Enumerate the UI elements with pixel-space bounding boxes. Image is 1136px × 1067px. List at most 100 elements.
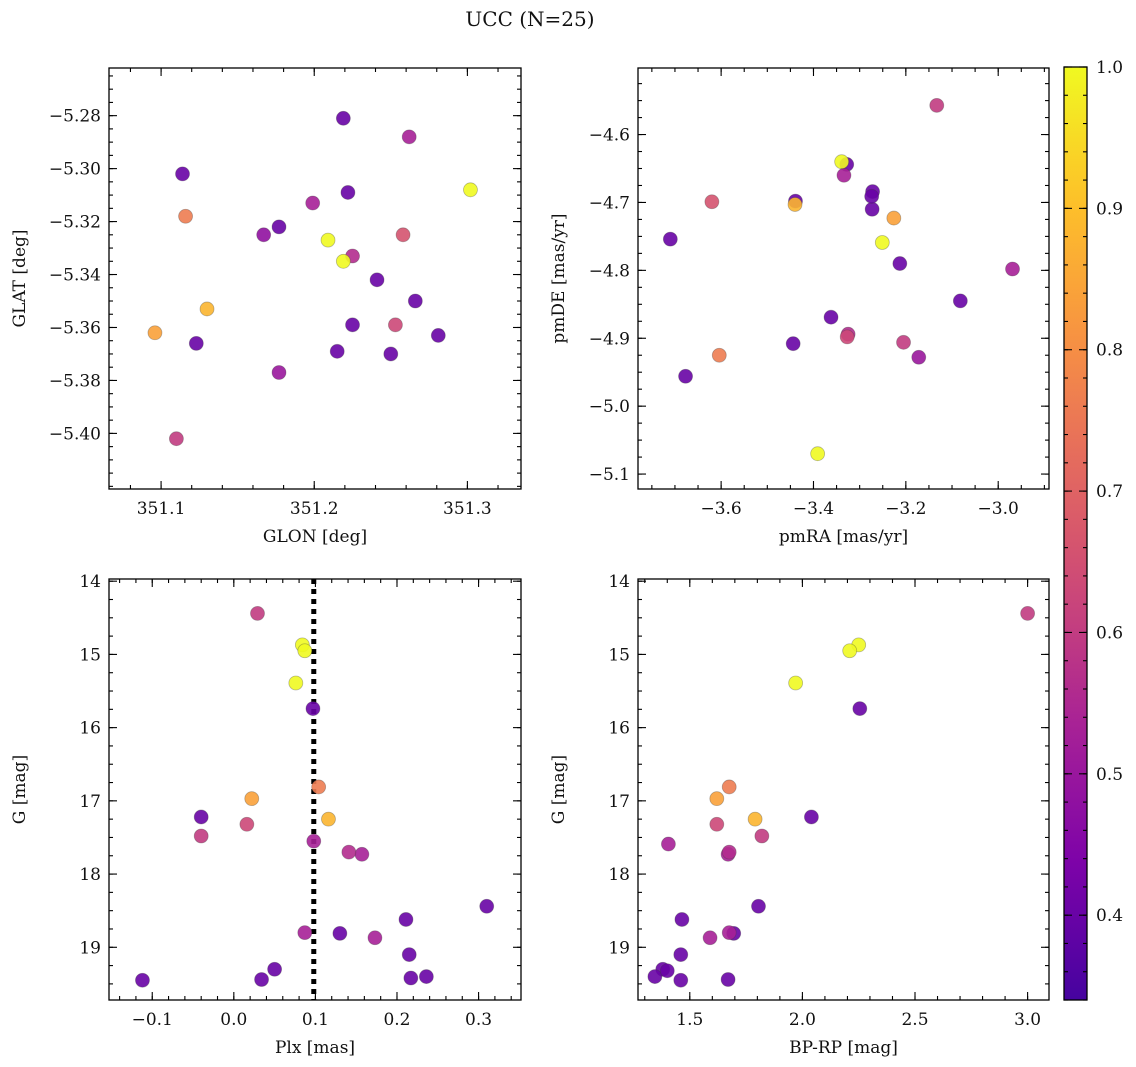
data-point (271, 365, 287, 380)
x-tick-label: −3.4 (793, 499, 834, 519)
y-tick-label: −5.0 (589, 397, 630, 417)
data-point (341, 844, 357, 860)
data-point (254, 972, 269, 987)
x-tick-label: 351.1 (137, 499, 186, 519)
data-point (754, 828, 770, 844)
y-axis-label: G [mag] (10, 755, 30, 824)
panel-plx-g: −0.1 0.0 0.1 0.2 0.3 14 15 16 17 18 19 Plx [mas] G [… (10, 572, 522, 1058)
data-point (1020, 606, 1036, 621)
data-point (787, 197, 803, 212)
data-point (297, 643, 313, 659)
colorbar-tick-label: 0.5 (1096, 765, 1123, 785)
y-tick-label: −4.7 (589, 193, 630, 213)
data-point (193, 828, 209, 844)
data-point (193, 809, 209, 825)
data-point (401, 129, 417, 145)
panel-bprp-g: 1.5 2.0 2.5 3.0 14 15 16 17 18 19 BP-RP [mag] G [ma… (549, 572, 1050, 1058)
data-point (834, 154, 850, 170)
x-axis-label: GLON [deg] (263, 527, 367, 547)
data-point (896, 334, 911, 350)
data-point (329, 343, 345, 359)
data-point (345, 317, 360, 333)
y-tick-label: 14 (608, 572, 630, 592)
data-point (674, 912, 690, 927)
data-point (661, 836, 676, 852)
data-point (297, 925, 313, 941)
data-point (430, 328, 446, 343)
data-point (388, 317, 403, 333)
y-tick-label: 15 (608, 645, 630, 665)
x-tick-label: 2.0 (789, 1010, 816, 1030)
data-point (407, 293, 423, 309)
data-point (864, 188, 880, 204)
data-point (929, 97, 945, 113)
x-tick-label: −3.0 (978, 499, 1019, 519)
y-tick-label: 19 (608, 938, 630, 958)
colorbar-tick-label: 0.4 (1096, 906, 1123, 926)
data-point (354, 846, 370, 862)
data-point (659, 963, 675, 979)
data-point (709, 816, 725, 832)
data-point (886, 210, 902, 226)
data-point (250, 606, 265, 621)
data-point (836, 167, 852, 183)
data-point (479, 898, 495, 914)
y-tick-label: 15 (79, 645, 101, 665)
data-point (647, 969, 663, 984)
y-tick-label: 19 (79, 938, 101, 958)
x-tick-label: −3.6 (700, 499, 741, 519)
data-point (383, 346, 399, 362)
data-point (673, 947, 689, 963)
data-point (952, 293, 968, 309)
x-axis-label: BP-RP [mag] (789, 1038, 898, 1058)
x-axis-label: pmRA [mas/yr] (779, 527, 908, 547)
data-point (785, 336, 801, 352)
y-tick-label: 16 (79, 719, 101, 739)
y-tick-label: 14 (79, 572, 101, 592)
data-point (239, 816, 255, 832)
data-point (369, 272, 385, 288)
data-point (662, 231, 678, 247)
data-point (463, 182, 478, 198)
data-point (751, 898, 766, 914)
data-point (311, 779, 327, 795)
data-point (721, 844, 737, 860)
data-point (305, 195, 321, 211)
axes-frame (637, 578, 1050, 1001)
y-tick-label: −5.38 (49, 371, 101, 391)
panel-glon-glat: 351.1 351.2 351.3 −5.28 −5.30 −5.32 −5.34 −5.36… (10, 67, 522, 547)
panel-pmra-pmde: −3.6 −3.4 −3.2 −3.0 −4.6 −4.7 −4.8 −4.9 −5.0 −5.1… (549, 67, 1050, 547)
x-axis-label: Plx [mas] (275, 1038, 355, 1058)
data-point (335, 110, 351, 126)
colorbar-tick-label: 0.7 (1096, 482, 1123, 502)
y-tick-label: −4.8 (589, 261, 630, 281)
data-point (305, 701, 321, 716)
data-point (178, 208, 193, 224)
y-tick-label: 18 (79, 865, 101, 885)
x-tick-label: −3.2 (885, 499, 926, 519)
data-point (340, 185, 356, 200)
colorbar: 0.4 0.5 0.6 0.7 0.8 0.9 1.0 (1063, 58, 1123, 1001)
data-point (306, 833, 322, 849)
data-point (842, 643, 858, 659)
x-tick-label: 2.5 (901, 1010, 928, 1030)
data-point (147, 325, 163, 341)
data-point (702, 930, 718, 946)
data-point (256, 227, 272, 243)
data-point (271, 219, 287, 235)
y-tick-label: −5.34 (49, 266, 101, 286)
data-point (332, 925, 348, 941)
data-point (711, 347, 727, 363)
data-point (135, 972, 150, 988)
data-point (395, 227, 411, 243)
data-point (168, 431, 184, 447)
figure-title: UCC (N=25) (465, 7, 594, 31)
y-tick-label: −4.6 (589, 126, 630, 146)
axes-frame (108, 67, 522, 490)
data-point (335, 253, 351, 269)
y-tick-label: 17 (79, 792, 101, 812)
data-point (911, 349, 927, 365)
data-point (704, 194, 720, 210)
data-point (810, 446, 826, 462)
